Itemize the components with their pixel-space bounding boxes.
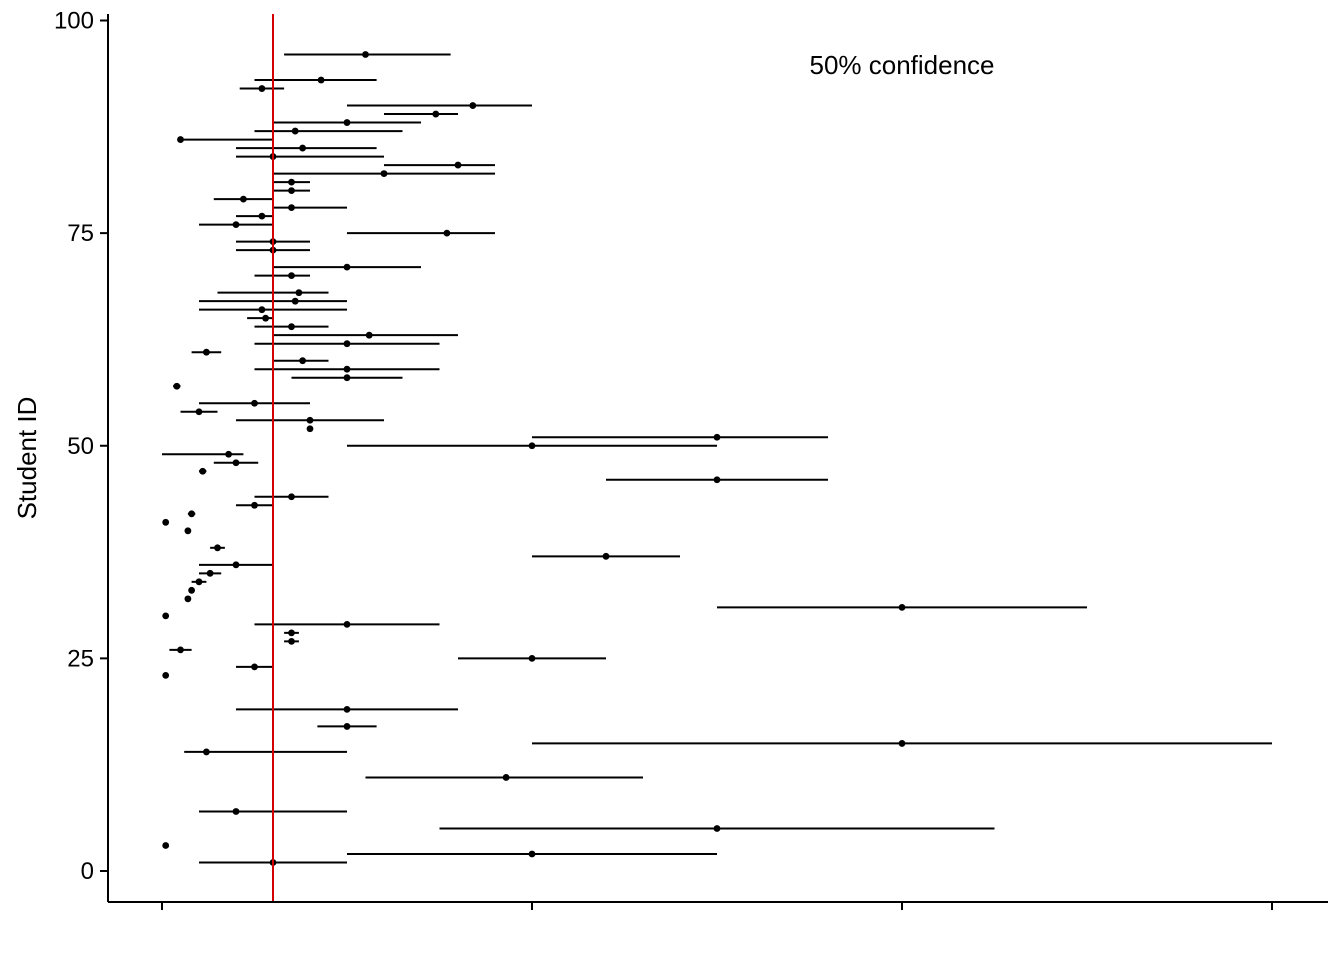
estimate-point [173, 382, 181, 390]
estimate-point [188, 510, 196, 518]
estimate-point [288, 272, 295, 280]
estimate-point [306, 416, 314, 424]
interval-layer [162, 53, 1272, 864]
estimate-point [288, 178, 295, 186]
estimate-point [288, 493, 295, 501]
estimate-point [177, 646, 184, 654]
estimate-point [343, 723, 351, 730]
estimate-point [199, 467, 207, 475]
confidence-annotation: 50% confidence [809, 50, 994, 80]
estimate-point [291, 297, 299, 305]
estimate-point [343, 620, 351, 628]
estimate-point [203, 748, 210, 756]
estimate-point [299, 144, 306, 152]
estimate-point [528, 442, 536, 450]
axes: 0 25 50 75 100 [54, 8, 1328, 910]
estimate-point [365, 331, 373, 339]
estimate-point [162, 671, 170, 679]
estimate-point [898, 603, 906, 611]
estimate-point [343, 706, 351, 713]
estimate-point [232, 561, 240, 569]
x-axis-ticks [161, 902, 1273, 910]
estimate-point [602, 552, 610, 560]
estimate-point [251, 399, 258, 407]
estimate-point [195, 408, 203, 416]
estimate-point [343, 365, 351, 373]
estimate-point [443, 229, 451, 237]
estimate-point [258, 85, 266, 92]
plot-area [162, 14, 1272, 902]
estimate-point [288, 629, 295, 637]
y-tick-label: 0 [81, 858, 94, 885]
estimate-point [258, 306, 266, 314]
estimate-point [232, 221, 240, 229]
estimate-point [306, 425, 314, 433]
estimate-point [343, 263, 351, 271]
estimate-point [898, 740, 906, 747]
estimate-point [240, 195, 247, 203]
estimate-point [203, 348, 210, 356]
estimate-point [251, 663, 258, 671]
y-axis-title: Student ID [12, 397, 42, 520]
estimate-point [162, 612, 170, 620]
estimate-point [195, 578, 203, 586]
estimate-point [299, 357, 306, 365]
estimate-point [184, 527, 192, 535]
estimate-point [258, 212, 266, 220]
estimate-point [469, 102, 477, 109]
estimate-point [291, 127, 299, 135]
estimate-point [288, 187, 295, 195]
y-tick-label: 50 [67, 433, 94, 460]
estimate-point [162, 518, 170, 526]
estimate-point [206, 569, 214, 577]
estimate-point [232, 459, 240, 467]
estimate-point [317, 76, 325, 84]
y-tick-label: 75 [67, 220, 94, 247]
estimate-point [454, 161, 462, 169]
y-axis-ticks: 0 25 50 75 100 [54, 8, 108, 885]
estimate-point [188, 586, 196, 594]
estimate-point [214, 544, 221, 552]
estimate-point [713, 433, 721, 441]
point-layer [162, 51, 906, 866]
y-tick-label: 100 [54, 8, 94, 35]
estimate-point [288, 204, 295, 212]
estimate-point [177, 136, 184, 143]
estimate-point [502, 774, 510, 781]
estimate-point [713, 825, 721, 832]
y-tick-label: 25 [67, 645, 94, 672]
estimate-point [288, 637, 295, 645]
estimate-point [528, 850, 536, 858]
estimate-point [295, 289, 303, 297]
estimate-point [343, 119, 351, 126]
estimate-point [288, 323, 295, 331]
estimate-point [225, 450, 233, 458]
estimate-point [432, 110, 440, 118]
estimate-point [162, 842, 170, 849]
estimate-point [528, 654, 536, 662]
estimate-point [232, 808, 240, 815]
estimate-point [380, 170, 388, 177]
estimate-point [184, 595, 192, 603]
estimate-point [251, 501, 258, 509]
estimate-point [343, 374, 351, 382]
estimate-point [362, 51, 369, 58]
estimate-point [343, 340, 351, 348]
estimate-point [262, 314, 269, 322]
estimate-point [713, 476, 721, 484]
